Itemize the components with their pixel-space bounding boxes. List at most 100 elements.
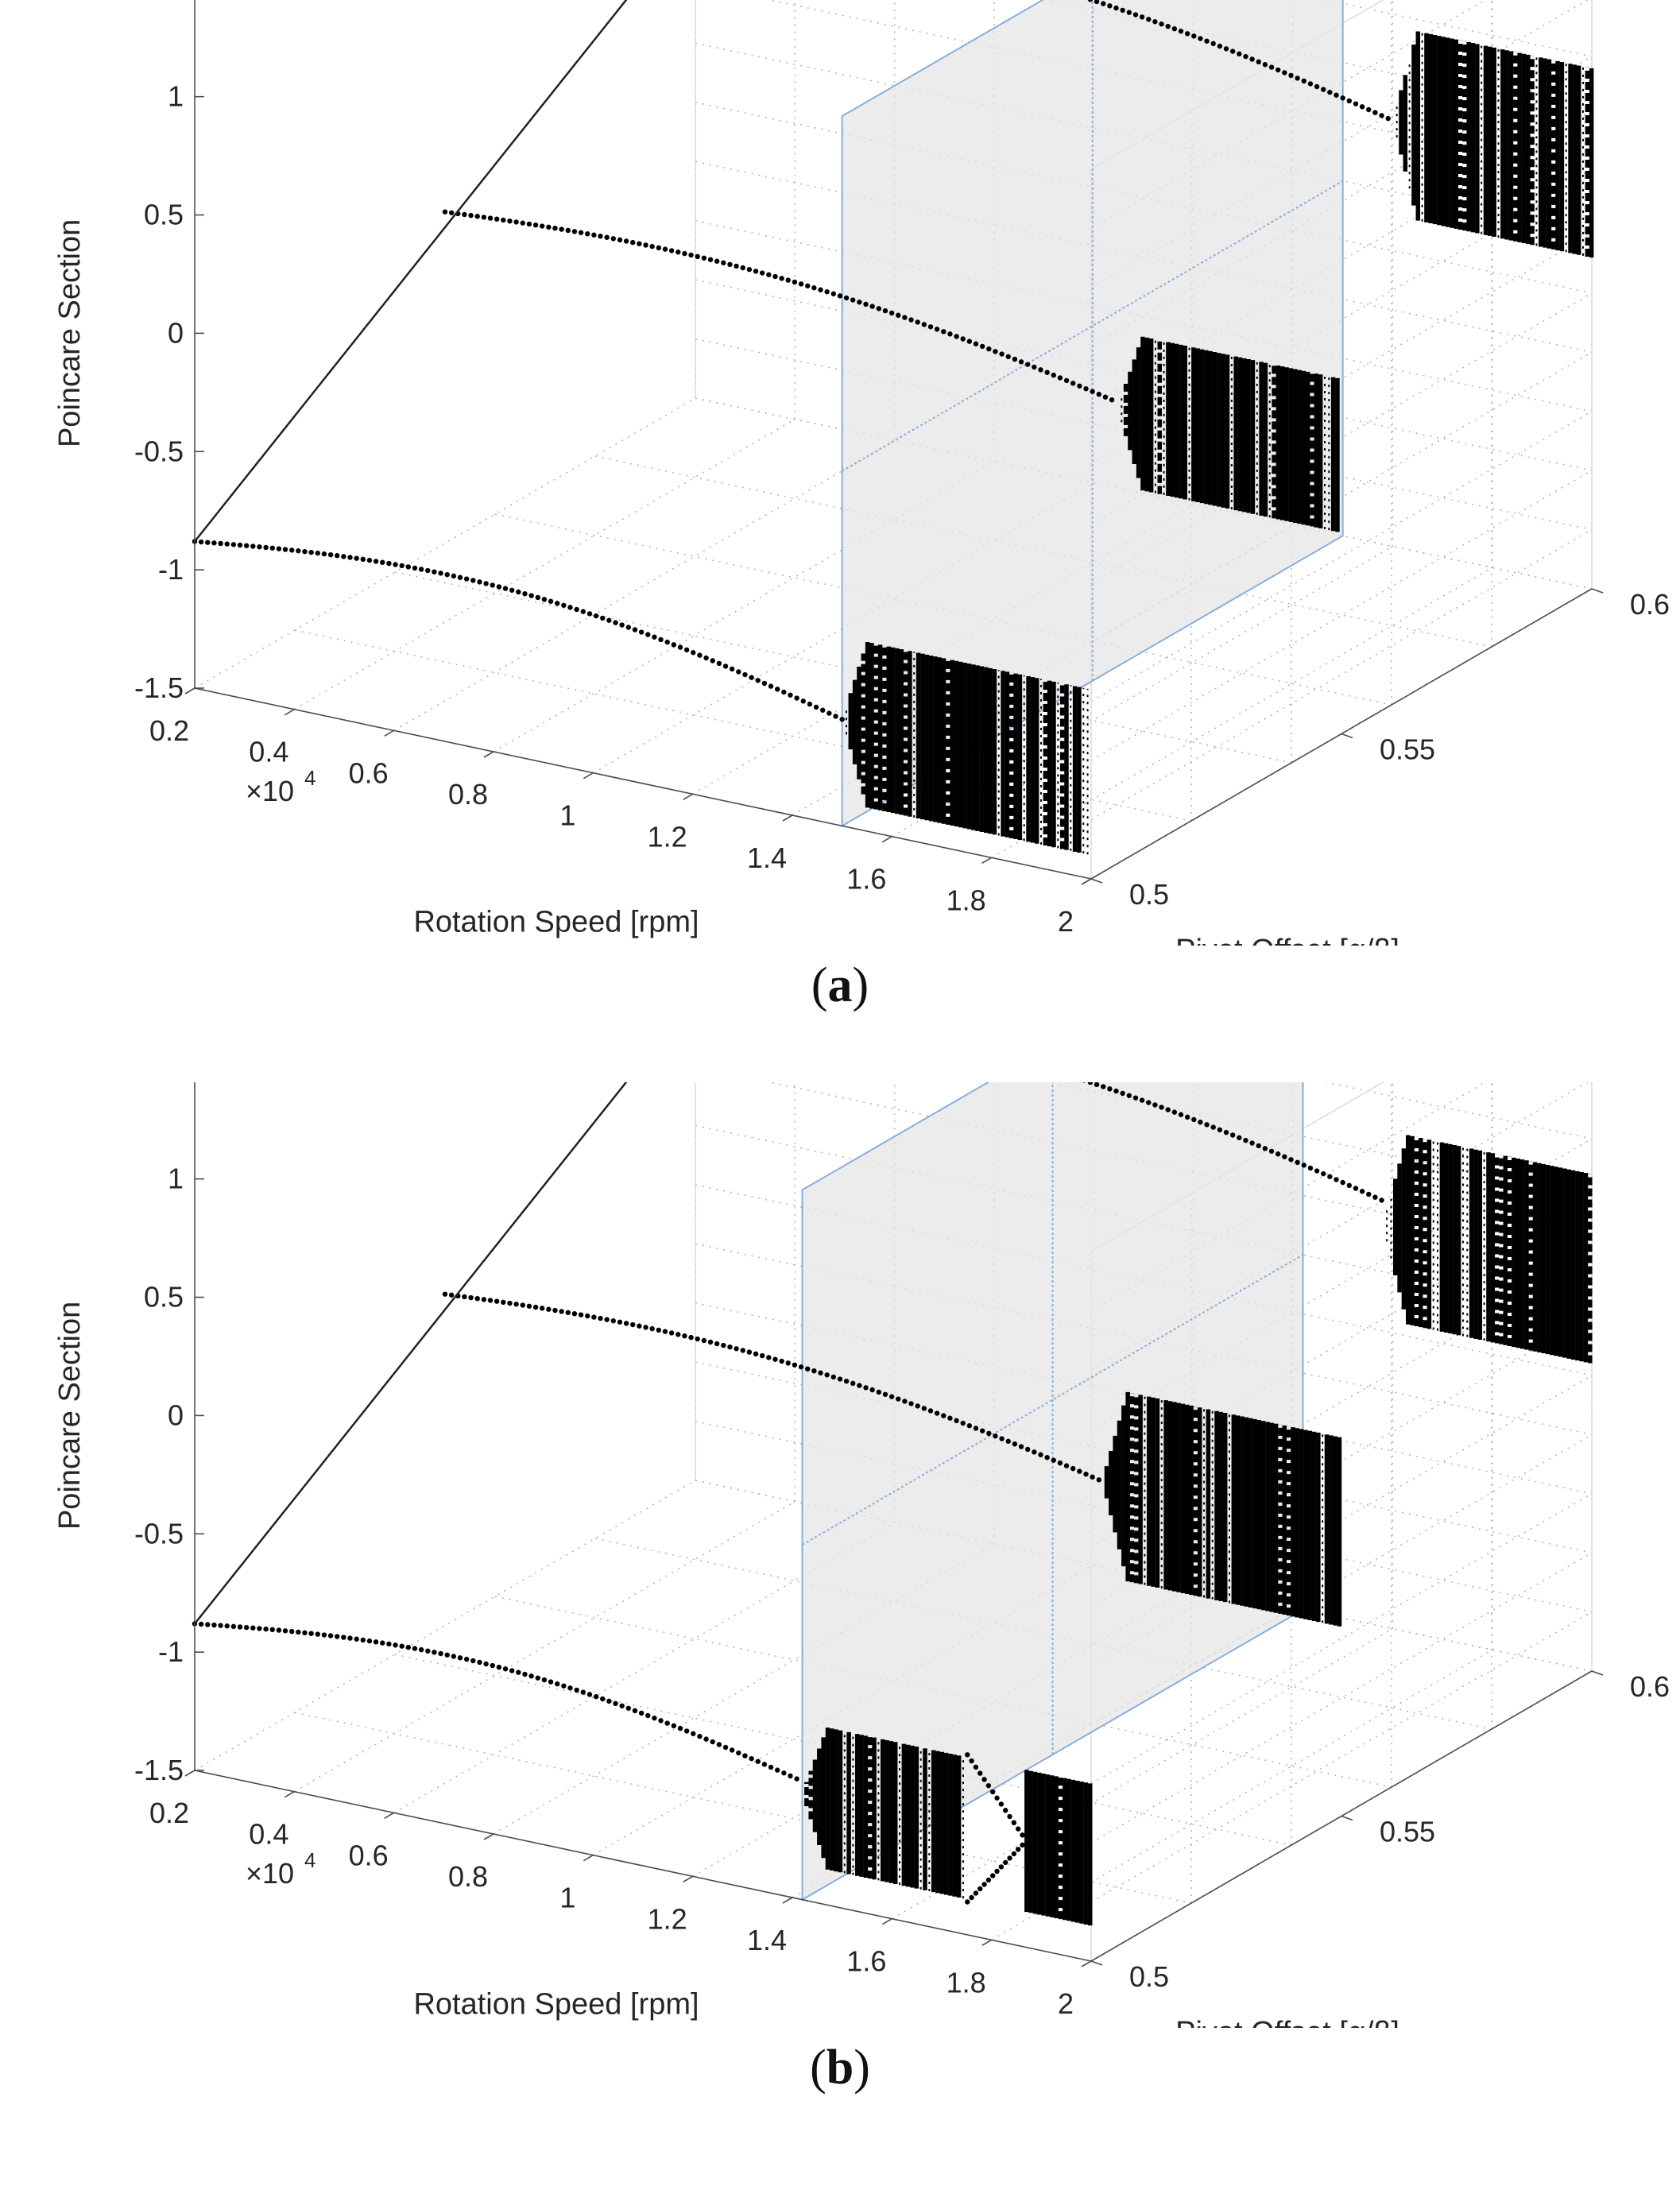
data-point <box>688 252 694 258</box>
data-point <box>574 606 579 613</box>
data-point <box>652 1715 657 1721</box>
data-point <box>565 227 571 234</box>
x-multiplier: ×10 <box>246 1857 294 1890</box>
data-point <box>444 1652 450 1658</box>
data-point <box>746 1349 753 1355</box>
data-point <box>580 609 586 614</box>
data-point <box>766 1355 772 1360</box>
data-point <box>526 1303 532 1309</box>
data-point <box>1346 98 1353 104</box>
data-point <box>1379 1197 1384 1203</box>
data-point <box>1038 367 1043 373</box>
data-point <box>1314 83 1320 90</box>
data-point <box>716 1742 722 1747</box>
data-point <box>606 617 612 623</box>
data-point <box>513 219 519 225</box>
data-point <box>649 243 655 250</box>
caption-a-letter: a <box>827 958 853 1012</box>
data-point <box>1229 1132 1236 1138</box>
data-point <box>513 1302 519 1307</box>
data-point <box>630 1321 636 1328</box>
data-point <box>205 540 211 545</box>
data-point <box>354 555 359 561</box>
data-point <box>1005 354 1011 359</box>
data-point <box>1109 397 1115 403</box>
data-point <box>600 1696 606 1702</box>
data-point <box>405 564 412 570</box>
data-point <box>501 1299 506 1306</box>
panel-b: 1.510.50-0.5-1-1.50.20.40.60.811.21.41.6… <box>0 1082 1680 2083</box>
x-tick <box>284 708 295 716</box>
data-point <box>448 1292 455 1298</box>
data-point <box>960 1420 966 1426</box>
data-point <box>593 1693 599 1700</box>
x-tick <box>583 772 594 780</box>
data-point <box>850 1380 856 1387</box>
data-point <box>302 548 308 555</box>
data-point <box>501 217 506 223</box>
x-tick-label: 0.2 <box>149 1797 189 1829</box>
x-tick-label: 1.4 <box>747 842 787 874</box>
data-point <box>755 678 761 683</box>
data-point <box>483 581 489 586</box>
data-point <box>1159 21 1164 27</box>
data-point <box>483 1661 489 1667</box>
data-point <box>1171 1109 1178 1115</box>
data-point <box>1012 356 1018 362</box>
data-point <box>1032 364 1037 370</box>
data-point <box>548 1679 554 1685</box>
data-point <box>591 1314 597 1320</box>
data-point <box>630 239 636 246</box>
data-point <box>863 301 869 308</box>
data-point <box>578 230 584 235</box>
data-point <box>759 1352 765 1359</box>
data-point <box>1275 67 1281 73</box>
data-point <box>1366 1191 1372 1197</box>
data-point <box>740 265 745 271</box>
data-point <box>1096 1477 1102 1483</box>
data-point <box>794 1776 799 1782</box>
data-point <box>1307 81 1314 87</box>
data-point <box>839 717 845 722</box>
data-point <box>606 1698 612 1704</box>
data-point <box>571 1311 578 1317</box>
data-point <box>1288 72 1294 79</box>
data-point <box>675 1332 681 1337</box>
data-point <box>528 593 534 598</box>
data-point <box>1005 1438 1011 1445</box>
data-point <box>438 571 443 576</box>
x-axis <box>194 687 1092 880</box>
series-2 <box>1082 1082 1593 1364</box>
data-point <box>979 1428 985 1433</box>
data-point <box>617 237 623 243</box>
data-point <box>1007 1855 1012 1861</box>
data-point <box>578 1312 584 1317</box>
data-point <box>243 543 250 548</box>
z-tick-label: -0.5 <box>134 435 184 467</box>
data-point <box>1051 372 1056 378</box>
data-point <box>792 1362 798 1368</box>
data-point <box>580 1689 586 1695</box>
data-point <box>775 1767 780 1773</box>
plane-midline <box>802 1254 1304 1546</box>
x-tick-label: 1.6 <box>846 863 886 896</box>
data-point <box>966 1423 973 1429</box>
data-point <box>703 655 709 661</box>
data-point <box>1011 1820 1017 1826</box>
data-point <box>688 1334 694 1341</box>
data-point <box>250 1625 256 1631</box>
data-point <box>896 312 901 318</box>
data-point <box>1243 53 1248 60</box>
data-point <box>373 1639 379 1645</box>
data-point <box>683 1728 690 1734</box>
x-tick <box>881 835 892 843</box>
data-point <box>973 341 979 346</box>
data-point <box>490 1662 495 1669</box>
data-point <box>418 1646 424 1653</box>
data-point <box>915 1403 920 1409</box>
data-point <box>1178 1112 1184 1117</box>
data-point <box>998 1864 1005 1870</box>
data-point <box>386 560 392 567</box>
data-point <box>541 1677 548 1683</box>
data-point <box>645 632 651 637</box>
